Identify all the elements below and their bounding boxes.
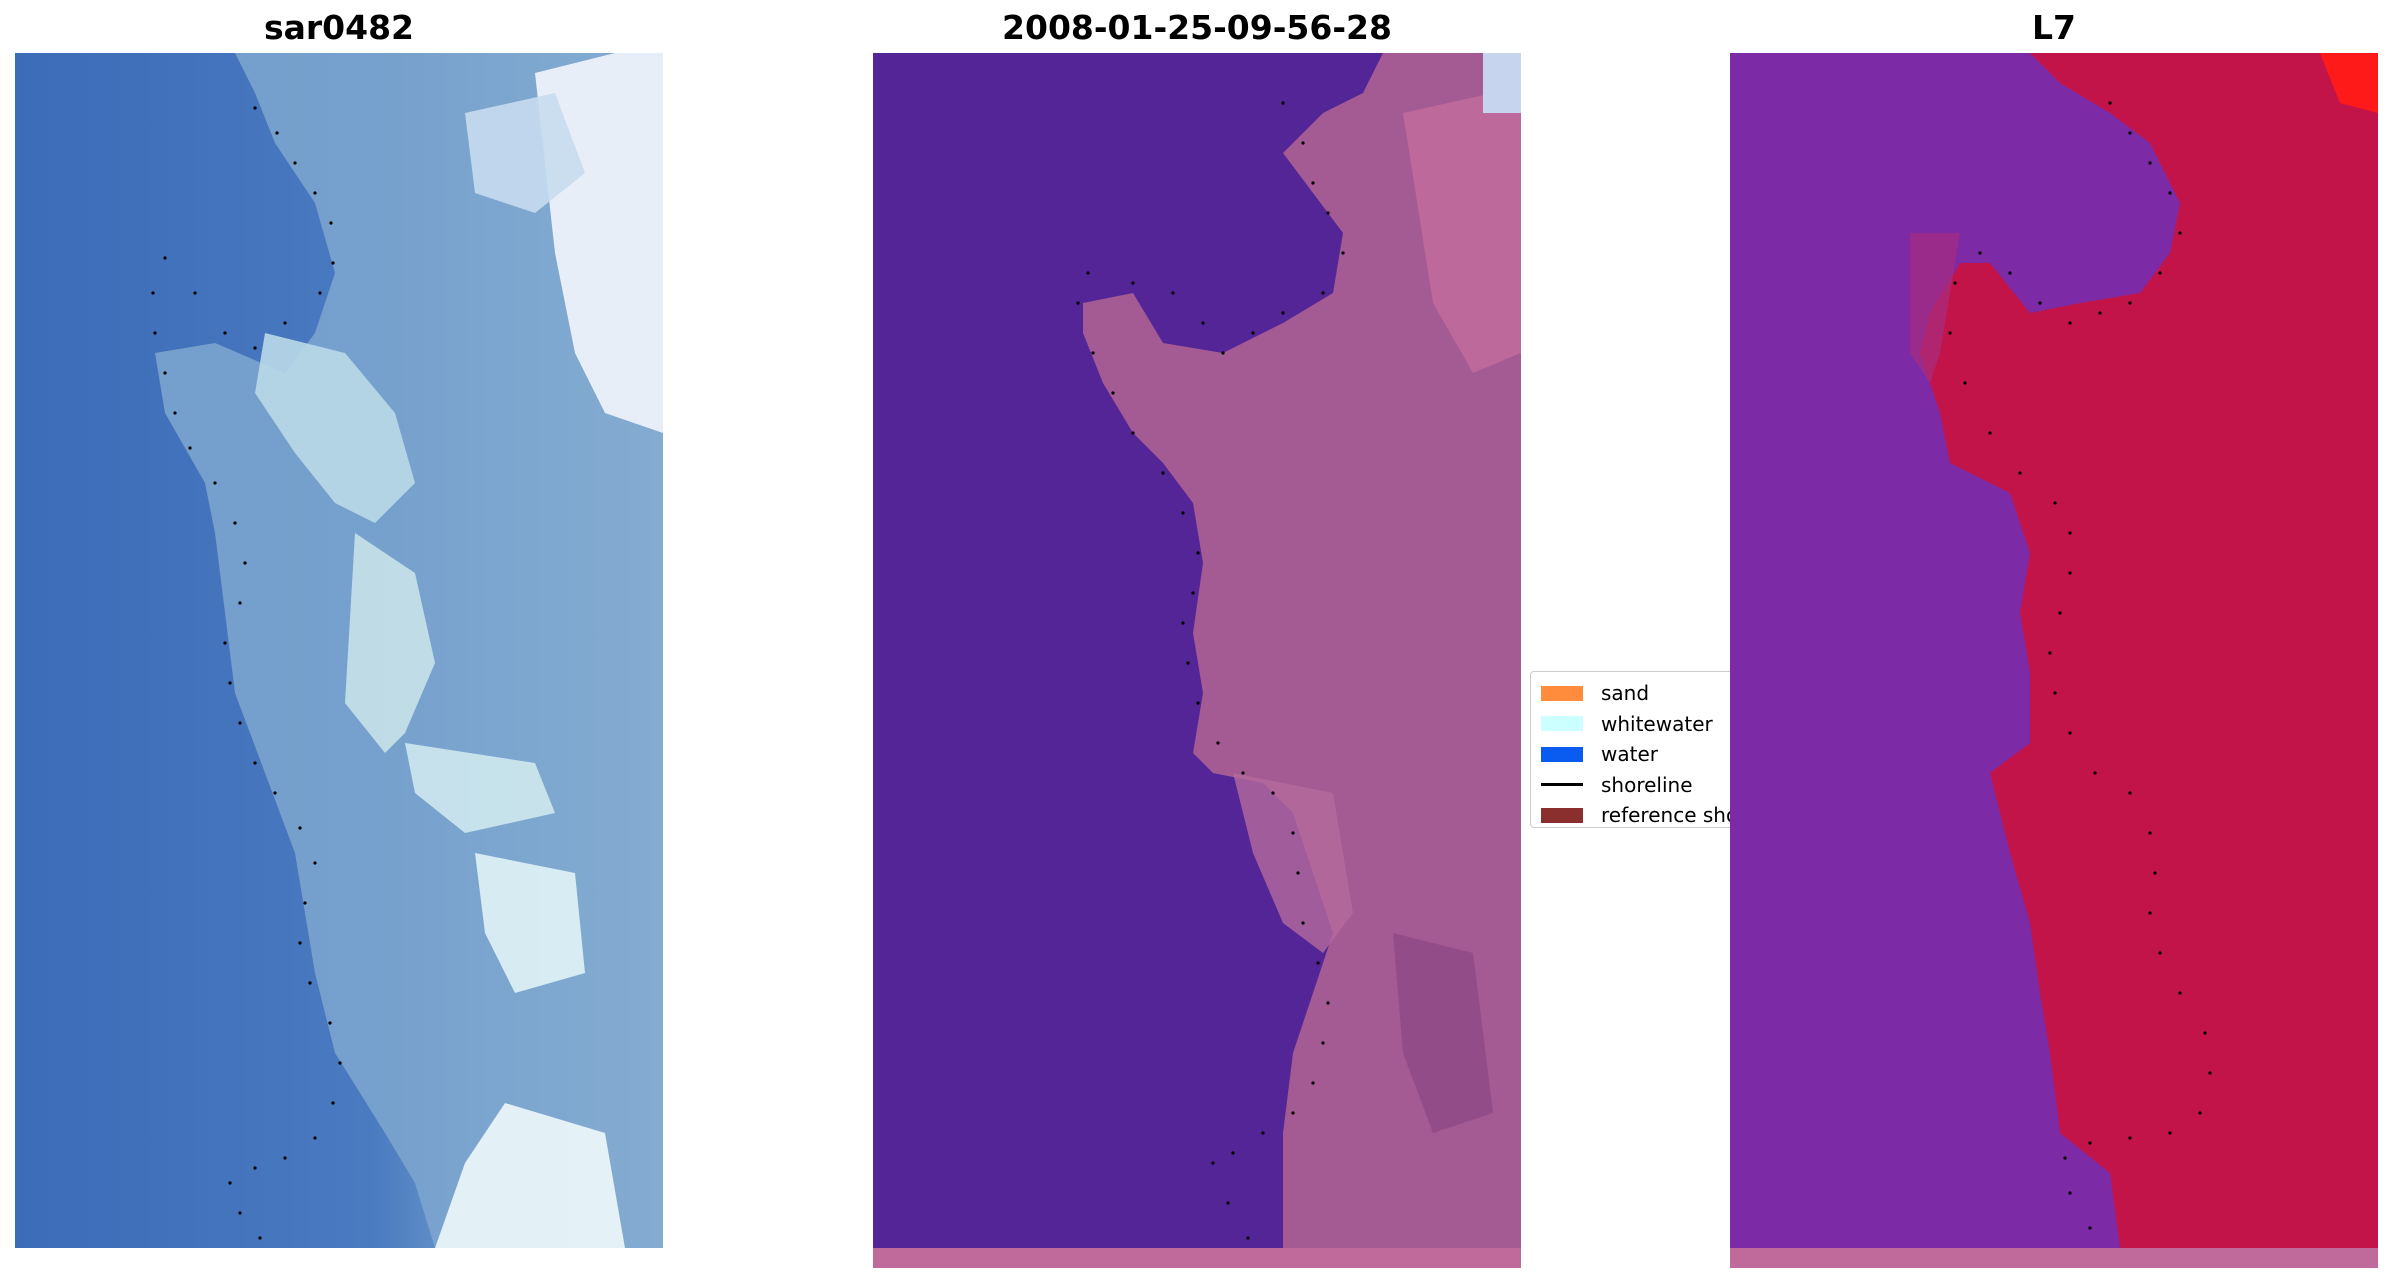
- legend-label: water: [1601, 742, 1658, 767]
- legend-item-whitewater: whitewater: [1531, 709, 1730, 740]
- classified-bottom-band: [873, 1248, 1521, 1268]
- index-image: [1730, 53, 2378, 1248]
- legend-label: whitewater: [1601, 711, 1713, 736]
- legend-label: shoreline: [1601, 772, 1693, 797]
- rgb-image: [15, 53, 663, 1248]
- legend-label: sand: [1601, 681, 1650, 706]
- sand-swatch: [1541, 685, 1583, 701]
- water-swatch: [1541, 746, 1583, 762]
- index-image-panel: [1730, 53, 2378, 1248]
- reference-shoreline-swatch: [1541, 807, 1583, 823]
- rgb-image-panel: [15, 53, 663, 1248]
- legend: sand whitewater water shoreline referenc…: [1530, 671, 1730, 828]
- classified-image-panel: [873, 53, 1521, 1248]
- legend-item-sand: sand: [1531, 678, 1730, 709]
- whitewater-swatch: [1541, 716, 1583, 732]
- shoreline-line-swatch: [1541, 783, 1583, 787]
- legend-item-shoreline: shoreline: [1531, 770, 1730, 801]
- panel-title-index: L7: [2032, 8, 2076, 47]
- legend-label: reference shoreline: [1601, 803, 1730, 828]
- classified-image: [873, 53, 1521, 1248]
- legend-item-water: water: [1531, 739, 1730, 770]
- legend-item-reference-shoreline: reference shoreline: [1531, 800, 1730, 828]
- panel-title-image: sar0482: [263, 8, 415, 47]
- panel-title-classified: 2008-01-25-09-56-28: [1002, 8, 1392, 47]
- index-bottom-band: [1730, 1248, 2378, 1268]
